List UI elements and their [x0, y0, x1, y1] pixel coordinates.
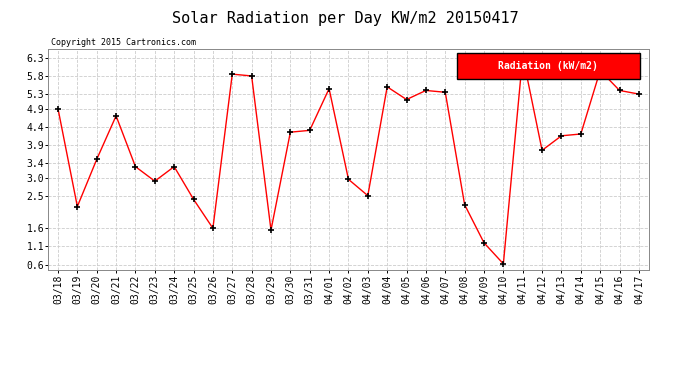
FancyBboxPatch shape — [457, 53, 640, 79]
Text: Radiation (kW/m2): Radiation (kW/m2) — [498, 61, 598, 71]
Text: Copyright 2015 Cartronics.com: Copyright 2015 Cartronics.com — [51, 38, 196, 46]
Text: Solar Radiation per Day KW/m2 20150417: Solar Radiation per Day KW/m2 20150417 — [172, 11, 518, 26]
